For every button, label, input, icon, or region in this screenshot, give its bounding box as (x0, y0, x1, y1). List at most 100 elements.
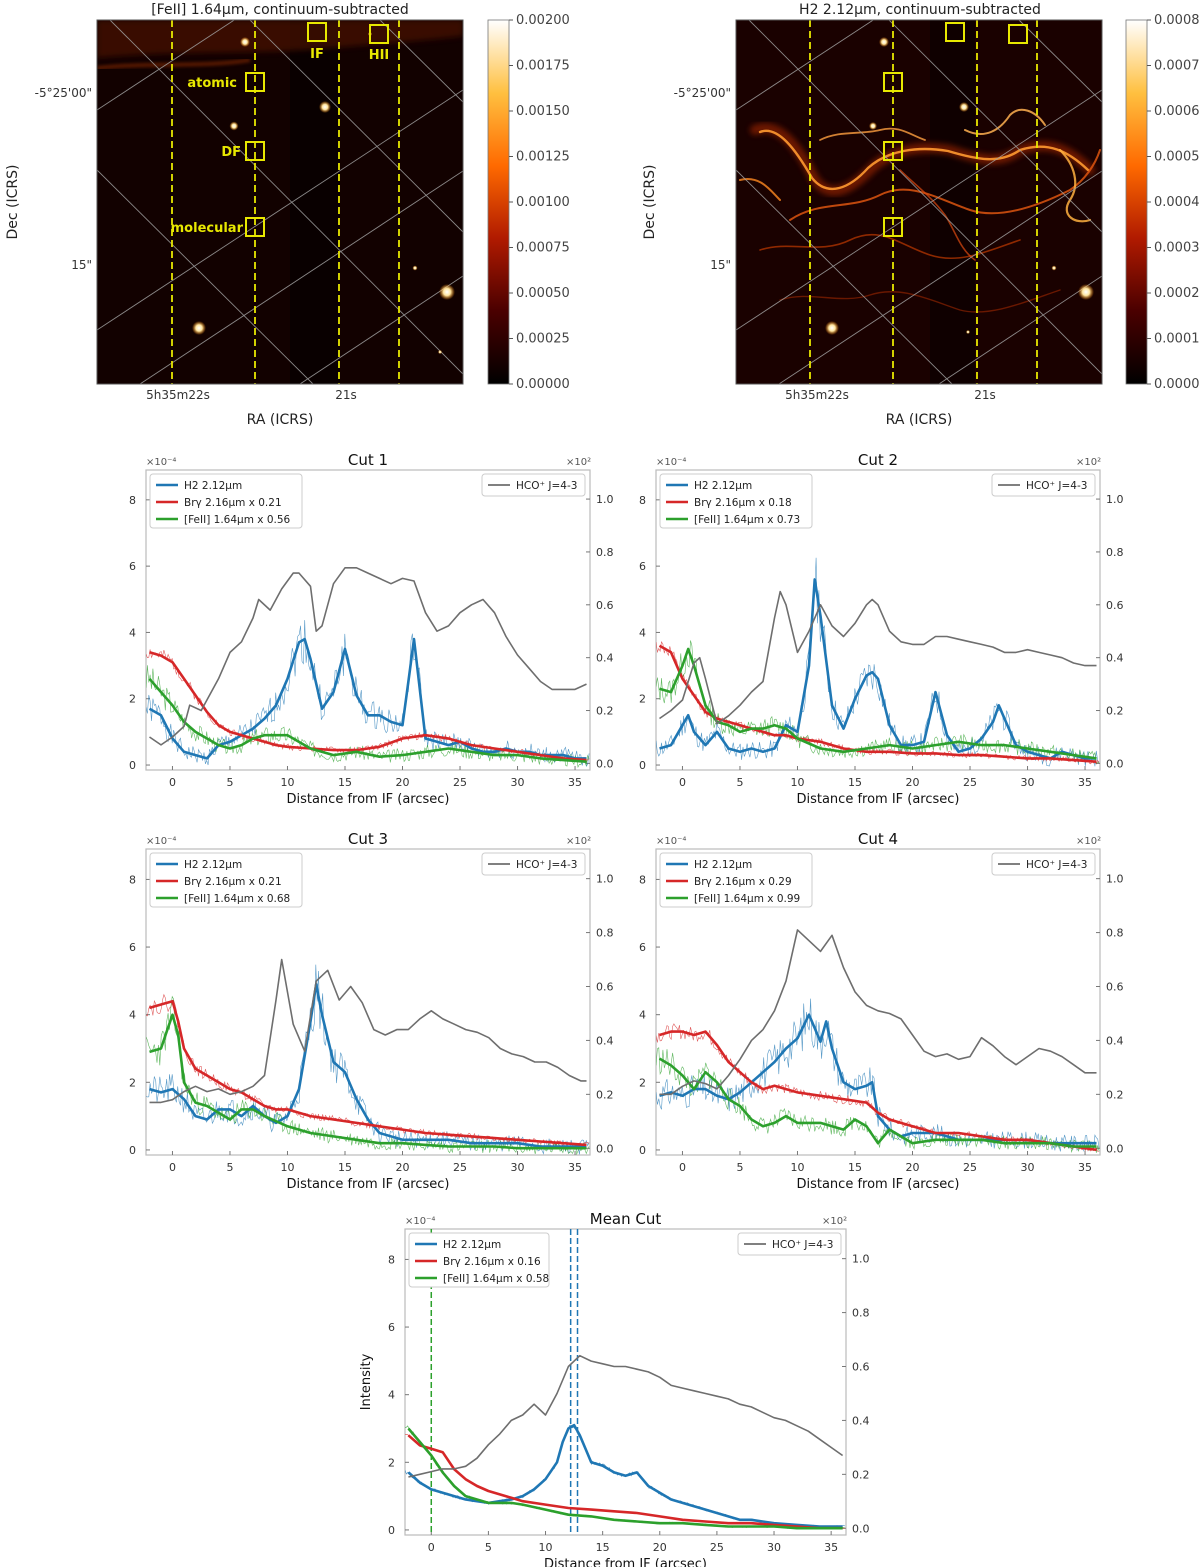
colorbar-tick-label: 0.0004 (1154, 195, 1200, 210)
series-group (656, 929, 1100, 1153)
x-tick-label: 30 (1021, 1161, 1035, 1174)
series-line-hco (149, 567, 587, 746)
series-line-hco (659, 590, 1097, 725)
x-tick-label: 20 (906, 776, 920, 789)
series-line-bry (149, 651, 587, 762)
series-line-fe (149, 1013, 587, 1150)
chart-4: Cut 4 Distance from IF (arcsec) ×10⁻⁴ ×10² 0… (639, 830, 1124, 1192)
y2-axis-offset: ×10² (566, 836, 591, 847)
y-tick-label: 2 (639, 693, 646, 706)
y2-tick-label: 0.4 (1106, 652, 1124, 665)
legend-right: HCO⁺ J=4-3 (481, 852, 586, 876)
colorbar-tick-label: 0.0006 (1154, 104, 1200, 119)
y2-tick-label: 1.0 (1106, 873, 1124, 886)
series-line-h2 (659, 578, 1097, 760)
x-tick-label: 35 (1078, 1161, 1092, 1174)
y-tick-label: 6 (129, 560, 136, 573)
series-line-bry (659, 1030, 1097, 1152)
y2-tick-label: 0.8 (596, 927, 614, 940)
y2-tick-label: 1.0 (852, 1253, 870, 1266)
legend-entry-h2: H2 2.12μm (184, 480, 242, 492)
x-tick-label: 10 (790, 776, 804, 789)
h2-coordinate-grid (736, 20, 1102, 384)
legend-right-box (991, 473, 1096, 497)
chart-title: Cut 3 (348, 830, 388, 848)
feii-colorbar (487, 19, 510, 385)
label-df: DF (221, 145, 241, 160)
y2-axis-offset: ×10² (822, 1216, 847, 1227)
legend: H2 2.12μm Brγ 2.16μm x 0.16 [FeII] 1.64μm … (408, 1232, 550, 1288)
chart-1: Cut 1 Distance from IF (arcsec) ×10⁻⁴ ×10² 0… (129, 451, 614, 807)
series-line-hco (659, 929, 1097, 1096)
y2-tick-label: 0.6 (1106, 980, 1124, 993)
h2-ra-label: RA (ICRS) (886, 412, 953, 428)
x-tick-label: 20 (906, 1161, 920, 1174)
x-tick-label: 15 (596, 1541, 610, 1554)
x-axis-label: Distance from IF (arcsec) (286, 792, 449, 807)
legend-right-box (737, 1232, 842, 1256)
legend-right: HCO⁺ J=4-3 (991, 473, 1096, 497)
feii-emission-ridge (97, 20, 463, 58)
series-group (146, 567, 590, 769)
y-tick-label: 8 (129, 494, 136, 507)
y-axis-offset: ×10⁻⁴ (146, 836, 176, 847)
legend-entry-fe: [FeII] 1.64μm x 0.56 (184, 514, 291, 526)
y2-tick-label: 0.2 (1106, 1088, 1124, 1101)
x-tick-label: 30 (767, 1541, 781, 1554)
x-tick-label: 15 (848, 1161, 862, 1174)
x-tick-label: 10 (539, 1541, 553, 1554)
y2-tick-label: 0.6 (852, 1360, 870, 1373)
h2-image-background (736, 20, 1102, 384)
y-tick-label: 8 (129, 873, 136, 886)
x-tick-label: 15 (848, 776, 862, 789)
colorbar-tick-label: 0.00075 (516, 241, 570, 256)
legend: H2 2.12μm Brγ 2.16μm x 0.18 [FeII] 1.64μm … (659, 473, 813, 529)
y2-tick-label: 0.6 (596, 599, 614, 612)
y-tick-label: 2 (639, 1076, 646, 1089)
x-tick-label: 25 (963, 776, 977, 789)
y2-tick-label: 0.0 (596, 757, 614, 770)
y-tick-label: 6 (129, 941, 136, 954)
legend-box (149, 473, 303, 529)
legend-entry-bry: Brγ 2.16μm x 0.16 (443, 1256, 541, 1268)
x-tick-label: 5 (736, 1161, 743, 1174)
colorbar-tick-label: 0.00000 (516, 377, 570, 392)
colorbar-tick-label: 0.00050 (516, 286, 570, 301)
series-line-fe (658, 1057, 1097, 1148)
series-line-hco (408, 1354, 844, 1478)
x-tick-label: 0 (169, 776, 176, 789)
feii-stars (192, 32, 455, 354)
h2-image-panel: H2 2.12μm, continuum-subtracted (642, 2, 1200, 428)
h2-image-title: H2 2.12μm, continuum-subtracted (799, 2, 1041, 18)
legend-entry-hco: HCO⁺ J=4-3 (516, 480, 577, 492)
y2-tick-label: 1.0 (1106, 493, 1124, 506)
colorbar-tick-label: 0.00150 (516, 104, 570, 119)
x-tick-label: 10 (280, 1161, 294, 1174)
y2-tick-label: 0.8 (596, 546, 614, 559)
y2-tick-label: 0.4 (596, 652, 614, 665)
legend-entry-fe: [FeII] 1.64μm x 0.68 (184, 893, 290, 905)
y-tick-label: 0 (639, 759, 646, 772)
legend-right-box (481, 473, 586, 497)
x-tick-label: 0 (679, 776, 686, 789)
feii-ra-label: RA (ICRS) (247, 412, 314, 428)
legend-entry-h2: H2 2.12μm (694, 859, 752, 871)
x-tick-label: 30 (1021, 776, 1035, 789)
series-group (146, 958, 590, 1155)
series-line-h2 (407, 1423, 843, 1528)
legend-box (149, 852, 303, 908)
feii-dec-tick-1: -5°25'00" (35, 86, 92, 100)
y-axis-offset: ×10⁻⁴ (656, 836, 686, 847)
y-tick-label: 0 (129, 759, 136, 772)
series-group (656, 557, 1100, 767)
x-tick-label: 0 (679, 1161, 686, 1174)
chart-2: Cut 2 Distance from IF (arcsec) ×10⁻⁴ ×10² 0… (639, 451, 1124, 807)
y-tick-label: 8 (388, 1253, 395, 1266)
y-tick-label: 4 (129, 626, 136, 639)
legend-entry-h2: H2 2.12μm (184, 859, 242, 871)
x-tick-label: 10 (280, 776, 294, 789)
raw-trace-h2 (146, 620, 590, 767)
chart-title: Cut 1 (348, 451, 388, 469)
colorbar-tick-label: 0.00125 (516, 150, 570, 165)
y2-tick-label: 1.0 (596, 493, 614, 506)
